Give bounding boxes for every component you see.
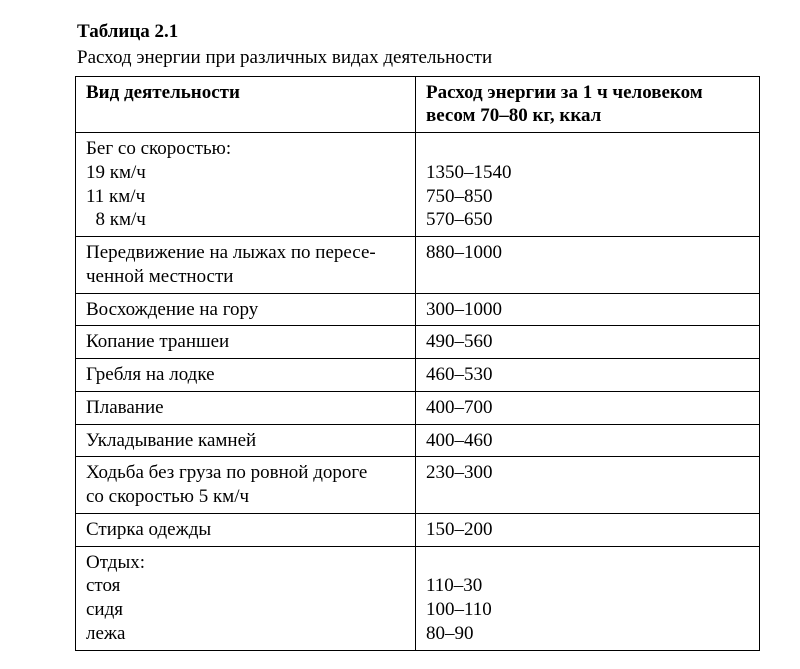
table-row: Восхождение на гору300–1000 — [76, 293, 760, 326]
cell-activity: Бег со скоростью:19 км/ч11 км/ч 8 км/ч — [76, 133, 416, 237]
cell-activity: Восхождение на гору — [76, 293, 416, 326]
cell-value: 880–1000 — [416, 237, 760, 294]
table-row: Ходьба без груза по ровной дорогесо скор… — [76, 457, 760, 514]
cell-activity: Передвижение на лыжах по пересе-ченной м… — [76, 237, 416, 294]
cell-activity: Отдых:стоясидялежа — [76, 546, 416, 650]
table-row: Бег со скоростью:19 км/ч11 км/ч 8 км/ч 1… — [76, 133, 760, 237]
cell-activity: Плавание — [76, 391, 416, 424]
cell-activity: Укладывание камней — [76, 424, 416, 457]
cell-value: 400–700 — [416, 391, 760, 424]
page: Таблица 2.1 Расход энергии при различных… — [0, 0, 800, 669]
cell-value: 460–530 — [416, 359, 760, 392]
cell-value: 400–460 — [416, 424, 760, 457]
table-row: Плавание400–700 — [76, 391, 760, 424]
table-row: Отдых:стоясидялежа 110–30100–11080–90 — [76, 546, 760, 650]
table-number: Таблица 2.1 — [77, 20, 760, 44]
cell-activity: Копание траншеи — [76, 326, 416, 359]
table-row: Стирка одежды150–200 — [76, 513, 760, 546]
table-row: Копание траншеи490–560 — [76, 326, 760, 359]
cell-value: 1350–1540750–850570–650 — [416, 133, 760, 237]
cell-value: 300–1000 — [416, 293, 760, 326]
cell-value: 490–560 — [416, 326, 760, 359]
header-activity: Вид деятельности — [76, 76, 416, 133]
table-row: Гребля на лодке460–530 — [76, 359, 760, 392]
table-row: Укладывание камней400–460 — [76, 424, 760, 457]
table-header-row: Вид деятельности Расход энергии за 1 ч ч… — [76, 76, 760, 133]
cell-value: 230–300 — [416, 457, 760, 514]
cell-value: 150–200 — [416, 513, 760, 546]
table-caption: Расход энергии при различных видах деяте… — [77, 46, 760, 70]
table-row: Передвижение на лыжах по пересе-ченной м… — [76, 237, 760, 294]
cell-activity: Гребля на лодке — [76, 359, 416, 392]
cell-value: 110–30100–11080–90 — [416, 546, 760, 650]
header-value: Расход энергии за 1 ч человеком весом 70… — [416, 76, 760, 133]
cell-activity: Ходьба без груза по ровной дорогесо скор… — [76, 457, 416, 514]
energy-table: Вид деятельности Расход энергии за 1 ч ч… — [75, 76, 760, 651]
cell-activity: Стирка одежды — [76, 513, 416, 546]
table-body: Бег со скоростью:19 км/ч11 км/ч 8 км/ч 1… — [76, 133, 760, 651]
